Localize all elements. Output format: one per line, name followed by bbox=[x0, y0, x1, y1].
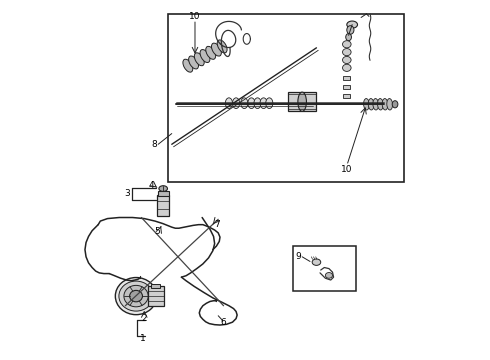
Text: 2: 2 bbox=[142, 314, 147, 323]
Ellipse shape bbox=[124, 285, 148, 307]
Ellipse shape bbox=[260, 98, 267, 109]
Bar bbox=[151, 284, 160, 288]
Ellipse shape bbox=[377, 99, 383, 110]
Ellipse shape bbox=[254, 98, 261, 109]
Ellipse shape bbox=[212, 43, 221, 56]
Ellipse shape bbox=[298, 92, 306, 111]
Text: 6: 6 bbox=[220, 318, 226, 327]
Ellipse shape bbox=[382, 99, 388, 110]
Bar bbox=[343, 94, 350, 98]
Bar bbox=[293, 246, 356, 292]
Ellipse shape bbox=[343, 49, 351, 56]
Text: 8: 8 bbox=[151, 140, 157, 149]
Ellipse shape bbox=[346, 33, 351, 41]
Ellipse shape bbox=[248, 98, 255, 109]
Text: 1: 1 bbox=[140, 334, 146, 343]
Ellipse shape bbox=[206, 46, 216, 59]
Ellipse shape bbox=[387, 99, 392, 110]
Ellipse shape bbox=[312, 259, 321, 265]
Ellipse shape bbox=[130, 291, 143, 302]
Ellipse shape bbox=[115, 278, 157, 315]
Text: 9: 9 bbox=[295, 252, 301, 261]
Ellipse shape bbox=[392, 101, 398, 108]
Text: 7: 7 bbox=[214, 220, 220, 229]
Ellipse shape bbox=[189, 56, 198, 69]
Ellipse shape bbox=[347, 26, 354, 34]
Ellipse shape bbox=[119, 281, 153, 311]
Bar bbox=[157, 195, 169, 216]
Ellipse shape bbox=[195, 53, 204, 66]
Bar bbox=[343, 76, 350, 80]
Bar bbox=[158, 191, 169, 196]
Ellipse shape bbox=[373, 99, 379, 110]
Text: 5: 5 bbox=[155, 227, 160, 236]
Ellipse shape bbox=[183, 59, 193, 72]
Text: 4: 4 bbox=[148, 180, 154, 189]
Ellipse shape bbox=[266, 98, 273, 109]
Ellipse shape bbox=[325, 273, 333, 278]
Ellipse shape bbox=[159, 186, 168, 192]
Bar bbox=[168, 14, 404, 182]
Ellipse shape bbox=[200, 50, 210, 63]
Ellipse shape bbox=[343, 64, 351, 71]
Ellipse shape bbox=[343, 57, 351, 64]
Bar bbox=[288, 92, 317, 111]
Bar bbox=[343, 85, 350, 89]
Ellipse shape bbox=[347, 21, 358, 28]
Ellipse shape bbox=[368, 99, 374, 110]
Ellipse shape bbox=[343, 41, 351, 48]
Text: 10: 10 bbox=[189, 12, 201, 21]
Ellipse shape bbox=[225, 98, 232, 109]
Ellipse shape bbox=[232, 98, 240, 109]
Text: 3: 3 bbox=[124, 189, 130, 198]
Text: 10: 10 bbox=[341, 165, 353, 174]
Ellipse shape bbox=[241, 98, 248, 109]
Ellipse shape bbox=[217, 40, 227, 53]
Ellipse shape bbox=[364, 99, 369, 110]
Bar bbox=[148, 286, 164, 306]
